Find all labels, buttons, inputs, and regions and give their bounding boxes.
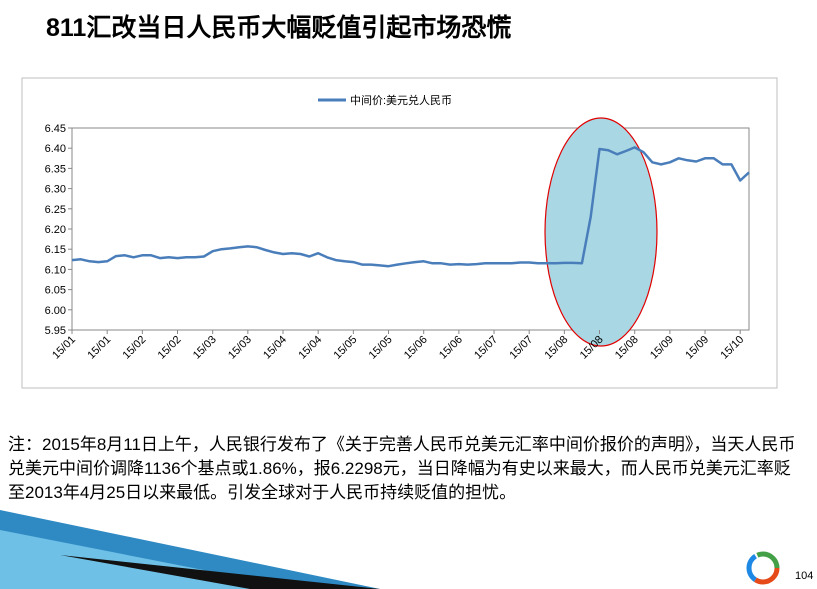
y-tick-label: 6.20 — [45, 224, 66, 236]
y-tick-label: 5.95 — [45, 325, 66, 337]
y-tick-label: 6.25 — [45, 204, 66, 216]
y-tick-label: 6.10 — [45, 264, 66, 276]
logo — [746, 551, 780, 585]
logo — [746, 551, 780, 585]
legend-label: 中间价:美元兑人民币 — [350, 93, 452, 107]
y-tick-label: 6.45 — [45, 123, 66, 135]
y-tick-label: 6.35 — [45, 163, 66, 175]
y-tick-label: 6.40 — [45, 143, 66, 155]
y-tick-label: 6.00 — [45, 305, 66, 317]
note-text: 注：2015年8月11日上午，人民银行发布了《关于完善人民币兑美元汇率中间价报价… — [8, 435, 796, 502]
page-number: 104 — [795, 570, 814, 582]
slide-title: 811汇改当日人民币大幅贬值引起市场恐慌 — [46, 14, 512, 42]
y-tick-label: 6.15 — [45, 244, 66, 256]
highlight-ellipse — [544, 117, 658, 347]
decoration — [60, 555, 380, 589]
line-series — [71, 146, 750, 268]
y-tick-label: 6.30 — [45, 184, 66, 196]
y-tick-label: 6.05 — [45, 285, 66, 297]
